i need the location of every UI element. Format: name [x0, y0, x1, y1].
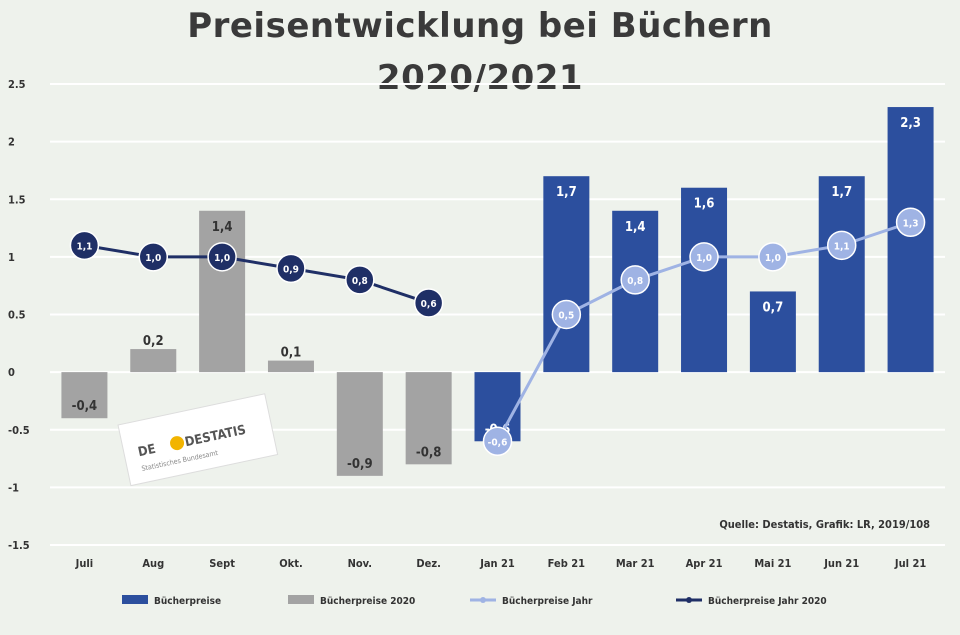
x-tick-label: Aug	[142, 557, 164, 570]
y-tick-label: 0	[8, 366, 15, 379]
x-tick-label: Okt.	[279, 557, 302, 570]
bar-bücherpreise-2020	[199, 210, 246, 373]
bar-data-label: 0,7	[763, 300, 784, 315]
x-tick-label: Jul 21	[894, 557, 926, 570]
line-point	[69, 230, 100, 261]
line-point	[207, 242, 237, 272]
line-point	[826, 230, 857, 261]
legend-swatch	[288, 595, 314, 604]
line-point-label: -0,6	[488, 437, 508, 448]
line-point	[276, 253, 306, 284]
y-tick-label: 1	[8, 251, 15, 264]
x-tick-label: Feb 21	[548, 557, 585, 570]
bar-bücherpreise-2020	[130, 349, 177, 373]
x-tick-label: Jun 21	[823, 557, 859, 570]
x-tick-label: Sept	[209, 557, 235, 570]
line-point	[689, 242, 719, 272]
legend-item: Bücherpreise 2020	[288, 595, 415, 607]
line-point-label: 1,0	[214, 253, 230, 264]
svg-text:DE: DE	[137, 442, 157, 460]
legend-label: Bücherpreise Jahr 2020	[708, 596, 827, 607]
line-point-label: 0,5	[558, 311, 574, 322]
line-point-label: 1,3	[903, 218, 919, 229]
y-tick-label: 0.5	[8, 309, 26, 322]
y-tick-label: -0.5	[8, 424, 30, 437]
bar-data-label: 0,1	[281, 346, 302, 361]
line-point-label: 1,1	[834, 241, 850, 252]
x-tick-label: Dez.	[416, 557, 440, 570]
legend-swatch	[122, 595, 148, 604]
bar-data-label: 1,7	[556, 185, 577, 200]
bar-bücherpreise	[818, 176, 865, 373]
bar-data-label: -0,4	[72, 399, 98, 414]
y-axis: -1.5 -1 -0.5 0 0.5 1 1.5 2 2.5	[8, 78, 30, 552]
chart-title: Preisentwicklung bei Büchern	[187, 6, 773, 46]
destatis-logo: DE DESTATIS Statistisches Bundesamt	[117, 393, 279, 487]
y-tick-label: 1.5	[8, 193, 26, 206]
legend-item: Bücherpreise	[122, 595, 221, 607]
bar-data-label: 1,7	[831, 185, 852, 200]
legend-label: Bücherpreise	[154, 596, 221, 607]
x-axis: Juli Aug Sept Okt. Nov. Dez. Jan 21 Feb 21 Mar 2…	[75, 557, 927, 570]
legend-item: Bücherpreise Jahr	[470, 596, 593, 607]
bars: -0,61,71,41,60,71,72,3-0,40,21,40,1-0,9-…	[61, 107, 934, 476]
legend-item: Bücherpreise Jahr 2020	[676, 596, 827, 607]
bar-data-label: 1,4	[625, 220, 646, 235]
line-point-label: 1,0	[696, 253, 712, 264]
legend-marker	[686, 597, 692, 603]
x-tick-label: Nov.	[348, 557, 372, 570]
legend-label: Bücherpreise 2020	[320, 596, 415, 607]
bar-data-label: 2,3	[900, 116, 921, 131]
line-point	[620, 265, 650, 295]
grid-lines	[50, 83, 945, 546]
x-tick-label: Mar 21	[616, 557, 655, 570]
line-point-label: 0,8	[352, 276, 368, 287]
line-point	[482, 426, 513, 457]
x-tick-label: Juli	[75, 557, 94, 570]
line-point	[345, 265, 375, 295]
x-tick-label: Jan 21	[479, 557, 515, 570]
bar-bücherpreise	[749, 291, 796, 373]
lines: -0,6 0,5 0,8 1,0 1,0 1,1 1,3 1,1 1,0 1,0 0,9 0,8 0,6	[69, 207, 926, 457]
bar-data-label: 0,2	[143, 334, 164, 349]
legend-marker	[480, 597, 486, 603]
line-point	[551, 299, 582, 330]
legend: Bücherpreise Bücherpreise 2020 Bücherpreis…	[122, 595, 827, 607]
bar-data-label: 1,4	[212, 220, 233, 235]
bar-bücherpreise-2020	[61, 372, 108, 419]
legend-label: Bücherpreise Jahr	[502, 596, 593, 607]
line-point-label: 0,6	[421, 299, 437, 310]
bar-bücherpreise	[543, 176, 590, 373]
line-point-label: 1,0	[765, 253, 781, 264]
source-note: Quelle: Destatis, Grafik: LR, 2019/108	[719, 518, 930, 531]
bar-bücherpreise	[887, 107, 934, 373]
bar-bücherpreise-2020	[405, 372, 452, 465]
bar-bücherpreise	[681, 187, 728, 373]
y-tick-label: 2.5	[8, 78, 26, 91]
line-point-label: 1,0	[145, 253, 161, 264]
x-tick-label: Mai 21	[754, 557, 791, 570]
bar-data-label: -0,8	[416, 445, 442, 460]
line-point-label: 0,9	[283, 264, 299, 275]
line-point-label: 0,8	[627, 276, 643, 287]
bar-bücherpreise-2020	[336, 372, 383, 476]
y-tick-label: 2	[8, 136, 15, 149]
bar-data-label: -0,9	[347, 457, 373, 472]
line-point	[413, 288, 444, 318]
line-point	[138, 242, 169, 272]
y-tick-label: -1.5	[8, 539, 30, 552]
line-point	[895, 207, 926, 238]
line-bücherpreise-jahr-2020	[84, 243, 430, 305]
bar-data-label: 1,6	[694, 197, 715, 212]
chart-subtitle: 2020/2021	[376, 58, 584, 98]
y-tick-label: -1	[8, 481, 19, 494]
x-tick-label: Apr 21	[686, 557, 723, 570]
line-point	[758, 242, 788, 272]
bar-bücherpreise-2020	[267, 360, 314, 373]
line-point-label: 1,1	[76, 241, 92, 252]
